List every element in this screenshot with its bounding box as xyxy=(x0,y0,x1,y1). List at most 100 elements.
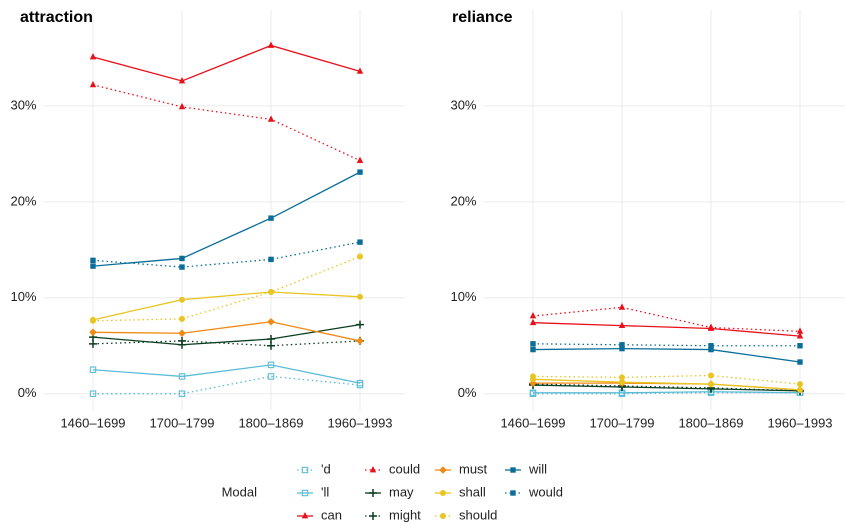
point xyxy=(178,336,186,345)
point xyxy=(268,256,274,263)
point xyxy=(89,390,97,397)
point xyxy=(708,346,714,353)
series-line xyxy=(92,241,361,268)
legend-marker xyxy=(440,513,446,519)
point xyxy=(797,386,803,393)
point xyxy=(530,346,536,353)
point xyxy=(707,323,715,330)
series-line xyxy=(532,343,800,347)
x-tick-label: 1800–1869 xyxy=(678,415,743,430)
point xyxy=(267,335,275,344)
point xyxy=(797,381,803,388)
point xyxy=(267,361,275,369)
point xyxy=(179,264,185,270)
point xyxy=(267,115,275,122)
point xyxy=(267,317,275,326)
point xyxy=(267,41,275,48)
point xyxy=(529,379,537,387)
legend-marker xyxy=(369,466,377,473)
legend-label: should xyxy=(459,507,497,522)
point xyxy=(178,76,186,84)
point xyxy=(89,339,97,348)
x-tick-label: 1960–1993 xyxy=(767,415,832,430)
legend-marker xyxy=(301,489,309,497)
point xyxy=(267,373,275,380)
legend-label: would xyxy=(528,484,563,499)
series-line xyxy=(532,306,801,332)
point xyxy=(619,345,625,352)
series-line xyxy=(532,384,801,392)
series-line xyxy=(92,291,361,321)
point xyxy=(357,169,363,175)
y-tick-label: 20% xyxy=(10,193,36,208)
panel-title: reliance xyxy=(452,9,513,26)
x-tick-label: 1460–1699 xyxy=(500,415,565,430)
point xyxy=(619,379,625,386)
point xyxy=(178,102,186,110)
point xyxy=(619,342,625,348)
legend-label: could xyxy=(389,461,420,476)
legend-marker xyxy=(301,466,309,474)
legend-marker xyxy=(439,466,447,474)
point xyxy=(179,255,185,262)
legend-label: 'll xyxy=(321,484,329,499)
point xyxy=(89,366,97,373)
x-tick-label: 1460–1699 xyxy=(60,415,125,430)
series-line xyxy=(532,322,801,337)
panel-title: attraction xyxy=(20,9,93,26)
point xyxy=(529,318,537,326)
point xyxy=(89,53,97,60)
point xyxy=(797,359,803,365)
point xyxy=(179,296,185,303)
legend-marker xyxy=(369,512,377,520)
series-line xyxy=(532,347,801,363)
point xyxy=(618,303,626,310)
point xyxy=(357,253,363,260)
point xyxy=(357,239,363,245)
point xyxy=(618,321,626,328)
series-line xyxy=(92,364,361,384)
point xyxy=(356,337,364,345)
point xyxy=(708,372,714,379)
legend-marker xyxy=(301,512,309,519)
point xyxy=(90,317,96,324)
y-tick-label: 0% xyxy=(458,385,477,400)
point xyxy=(356,67,364,74)
series-line xyxy=(93,375,361,395)
series-line xyxy=(533,391,801,394)
y-tick-label: 10% xyxy=(450,289,476,304)
point xyxy=(178,390,186,397)
point xyxy=(357,293,363,300)
legend-label: 'd xyxy=(321,461,331,476)
legend-label: might xyxy=(389,507,421,522)
point xyxy=(796,332,804,339)
point xyxy=(356,320,364,329)
point xyxy=(267,341,275,350)
point xyxy=(268,215,274,221)
legend-marker xyxy=(510,467,516,473)
point xyxy=(708,381,714,388)
y-tick-label: 20% xyxy=(450,193,476,208)
x-tick-label: 1960–1993 xyxy=(327,415,392,430)
point xyxy=(530,341,536,347)
point xyxy=(796,327,804,334)
point xyxy=(619,374,625,381)
y-tick-label: 0% xyxy=(18,385,37,400)
point xyxy=(529,389,537,396)
point xyxy=(178,329,186,338)
point xyxy=(268,289,274,296)
point xyxy=(90,263,96,269)
legend-label: can xyxy=(321,507,342,522)
point xyxy=(356,156,364,163)
x-tick-label: 1700–1799 xyxy=(149,415,214,430)
series-line xyxy=(92,255,361,322)
legend-title: Modal xyxy=(222,484,258,499)
y-tick-label: 30% xyxy=(10,97,36,112)
x-tick-label: 1700–1799 xyxy=(589,415,654,430)
x-tick-label: 1800–1869 xyxy=(238,415,303,430)
point xyxy=(178,373,186,380)
point xyxy=(530,373,536,380)
y-tick-label: 30% xyxy=(450,97,476,112)
point xyxy=(90,257,96,264)
